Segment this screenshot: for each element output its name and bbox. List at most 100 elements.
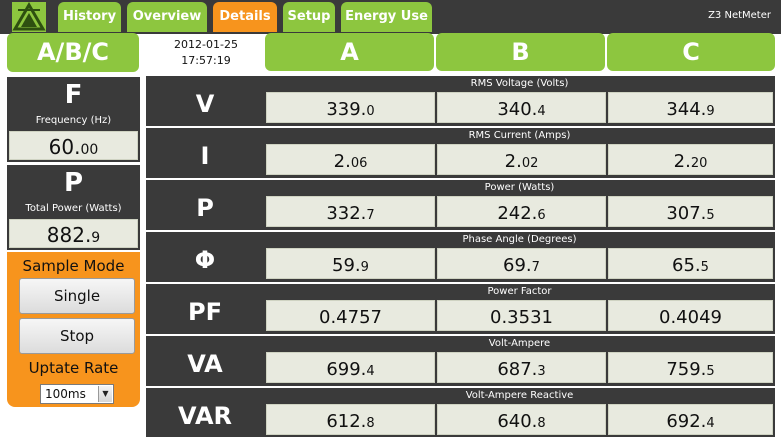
phase-header-a: A — [265, 33, 434, 71]
value-int: 640. — [497, 411, 538, 432]
sample-mode-title: Sample Mode — [22, 257, 125, 275]
value-power-phase-c: 307.5 — [608, 196, 773, 227]
value-volt-ampere-reactive-phase-b: 640.8 — [437, 404, 606, 435]
value-dec: 8 — [366, 416, 375, 431]
value-dec: 20 — [690, 156, 708, 171]
value-current-phase-b: 2.02 — [437, 144, 606, 175]
row-symbol: PF — [188, 298, 222, 326]
value-volt-ampere-phase-a: 699.4 — [266, 352, 435, 383]
tab-overview[interactable]: Overview — [127, 2, 207, 32]
total-power-value-dec: 9 — [91, 230, 101, 246]
value-power-phase-b: 242.6 — [437, 196, 606, 227]
value-int: 759. — [666, 359, 707, 380]
tab-energy-use[interactable]: Energy Use — [341, 2, 432, 32]
value-phase-angle-phase-a: 59.9 — [266, 248, 435, 279]
value-voltage-phase-b: 340.4 — [437, 92, 606, 123]
value-power-factor-phase-b: 0.3531 — [437, 300, 606, 331]
value-dec: 5 — [706, 208, 715, 223]
value-int: 699. — [326, 359, 367, 380]
row-title: Power Factor — [487, 286, 552, 297]
phase-header-c: C — [607, 33, 775, 71]
value-dec: 9 — [706, 104, 715, 119]
value-int: 332. — [326, 203, 367, 224]
total-power-panel: P Total Power (Watts) 882.9 — [7, 165, 140, 250]
value-int: 0.3531 — [490, 307, 553, 328]
value-int: 307. — [666, 203, 707, 224]
value-int: 339. — [326, 99, 367, 120]
top-nav-bar: History Overview Details Setup Energy Us… — [0, 0, 781, 34]
value-dec: 8 — [537, 416, 546, 431]
row-volt-ampere: VA Volt-Ampere 699.4 687.3 759.5 — [146, 336, 775, 386]
row-phase-angle: Φ Phase Angle (Degrees) 59.9 69.7 65.5 — [146, 232, 775, 282]
value-int: 344. — [666, 99, 707, 120]
row-symbol: V — [195, 90, 215, 118]
update-rate-select[interactable]: 100ms ▼ — [40, 384, 114, 404]
value-dec: 4 — [537, 104, 546, 119]
frequency-value-dec: 00 — [80, 142, 99, 158]
row-volt-ampere-reactive: VAR Volt-Ampere Reactive 612.8 640.8 692.4 — [146, 388, 775, 437]
chevron-down-icon[interactable]: ▼ — [98, 386, 112, 402]
sample-mode-panel: Sample Mode Single Stop — [7, 252, 140, 407]
stop-button[interactable]: Stop — [19, 318, 135, 354]
frequency-value: 60.00 — [9, 131, 138, 160]
value-int: 2. — [673, 151, 691, 172]
update-rate-label: Uptate Rate — [28, 359, 119, 377]
row-symbol: P — [196, 194, 214, 222]
row-title: Volt-Ampere — [488, 338, 551, 349]
value-int: 340. — [497, 99, 538, 120]
phase-group-label: A/B/C — [7, 33, 139, 72]
tab-setup[interactable]: Setup — [283, 2, 335, 32]
row-symbol: I — [200, 142, 210, 170]
value-power-factor-phase-c: 0.4049 — [608, 300, 773, 331]
row-symbol: VA — [187, 350, 223, 378]
total-power-symbol: P — [63, 168, 84, 198]
value-int: 612. — [326, 411, 367, 432]
value-int: 65. — [672, 255, 701, 276]
value-dec: 7 — [366, 208, 375, 223]
total-power-value: 882.9 — [9, 219, 138, 248]
row-current: I RMS Current (Amps) 2.06 2.02 2.20 — [146, 128, 775, 178]
frequency-panel: F Frequency (Hz) 60.00 — [7, 77, 140, 162]
value-voltage-phase-a: 339.0 — [266, 92, 435, 123]
value-dec: 5 — [706, 364, 715, 379]
tab-history[interactable]: History — [58, 2, 121, 32]
row-title: Power (Watts) — [484, 182, 555, 193]
value-int: 59. — [332, 255, 361, 276]
value-int: 687. — [497, 359, 538, 380]
row-symbol: VAR — [178, 402, 232, 430]
frequency-value-int: 60. — [48, 135, 81, 159]
value-volt-ampere-reactive-phase-c: 692.4 — [608, 404, 773, 435]
value-dec: 6 — [537, 208, 546, 223]
total-power-label: Total Power (Watts) — [25, 203, 122, 214]
value-int: 0.4049 — [659, 307, 722, 328]
value-current-phase-a: 2.06 — [266, 144, 435, 175]
value-int: 2. — [504, 151, 522, 172]
value-volt-ampere-phase-b: 687.3 — [437, 352, 606, 383]
frequency-label: Frequency (Hz) — [35, 115, 112, 126]
value-phase-angle-phase-b: 69.7 — [437, 248, 606, 279]
value-int: 242. — [497, 203, 538, 224]
value-dec: 0 — [366, 104, 375, 119]
value-int: 692. — [666, 411, 707, 432]
row-title: RMS Current (Amps) — [468, 130, 571, 141]
value-int: 69. — [503, 255, 532, 276]
value-int: 0.4757 — [319, 307, 382, 328]
value-volt-ampere-phase-c: 759.5 — [608, 352, 773, 383]
value-dec: 4 — [706, 416, 715, 431]
timestamp-time: 17:57:19 — [181, 54, 231, 67]
value-dec: 02 — [521, 156, 539, 171]
brand-name: Z3 NetMeter — [708, 10, 771, 21]
value-phase-angle-phase-c: 65.5 — [608, 248, 773, 279]
timestamp: 2012-01-25 17:57:19 — [146, 37, 266, 69]
value-voltage-phase-c: 344.9 — [608, 92, 773, 123]
value-dec: 3 — [537, 364, 546, 379]
app-logo-icon — [12, 2, 46, 32]
row-title: Volt-Ampere Reactive — [465, 390, 574, 401]
value-dec: 4 — [366, 364, 375, 379]
value-dec: 06 — [350, 156, 368, 171]
tab-details[interactable]: Details — [213, 2, 277, 32]
value-power-phase-a: 332.7 — [266, 196, 435, 227]
timestamp-date: 2012-01-25 — [174, 38, 238, 51]
total-power-value-int: 882. — [46, 223, 92, 247]
single-button[interactable]: Single — [19, 278, 135, 314]
